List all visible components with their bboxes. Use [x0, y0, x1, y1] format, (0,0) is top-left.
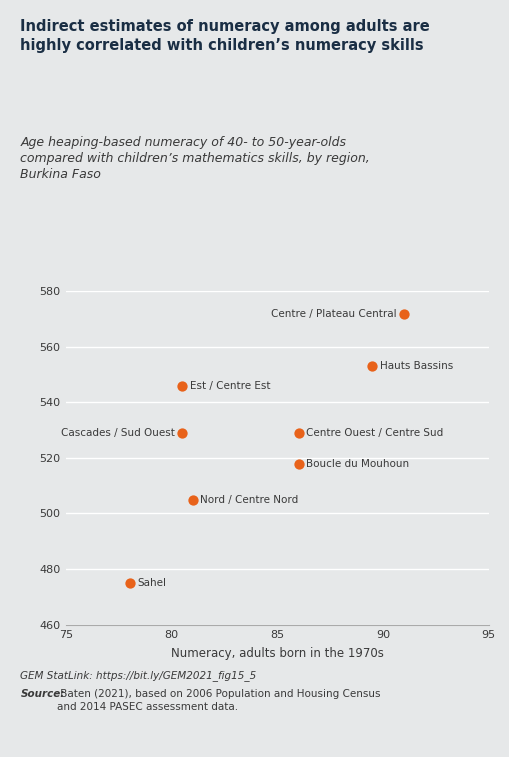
Point [189, 494, 197, 506]
Text: Boucle du Mouhoun: Boucle du Mouhoun [306, 459, 409, 469]
Text: Age heaping-based numeracy of 40- to 50-year-olds
compared with children’s mathe: Age heaping-based numeracy of 40- to 50-… [20, 136, 370, 181]
Text: GEM StatLink: https://bit.ly/GEM2021_fig15_5: GEM StatLink: https://bit.ly/GEM2021_fig… [20, 670, 257, 681]
Text: Indirect estimates of numeracy among adults are
highly correlated with children’: Indirect estimates of numeracy among adu… [20, 19, 430, 52]
Text: Baten (2021), based on 2006 Population and Housing Census
and 2014 PASEC assessm: Baten (2021), based on 2006 Population a… [57, 689, 381, 712]
Point [295, 457, 303, 469]
Point [400, 307, 408, 319]
Text: Nord / Centre Nord: Nord / Centre Nord [201, 494, 299, 505]
Text: Est / Centre Est: Est / Centre Est [190, 381, 270, 391]
Text: Hauts Bassins: Hauts Bassins [380, 361, 453, 372]
Point [295, 427, 303, 439]
Point [369, 360, 377, 372]
Text: Source:: Source: [20, 689, 65, 699]
Point [126, 577, 134, 589]
Text: Sahel: Sahel [137, 578, 166, 588]
Text: Centre / Plateau Central: Centre / Plateau Central [271, 309, 397, 319]
Text: Cascades / Sud Ouest: Cascades / Sud Ouest [61, 428, 175, 438]
Text: Centre Ouest / Centre Sud: Centre Ouest / Centre Sud [306, 428, 443, 438]
Point [178, 427, 186, 439]
X-axis label: Numeracy, adults born in the 1970s: Numeracy, adults born in the 1970s [171, 647, 384, 660]
Point [178, 380, 186, 392]
